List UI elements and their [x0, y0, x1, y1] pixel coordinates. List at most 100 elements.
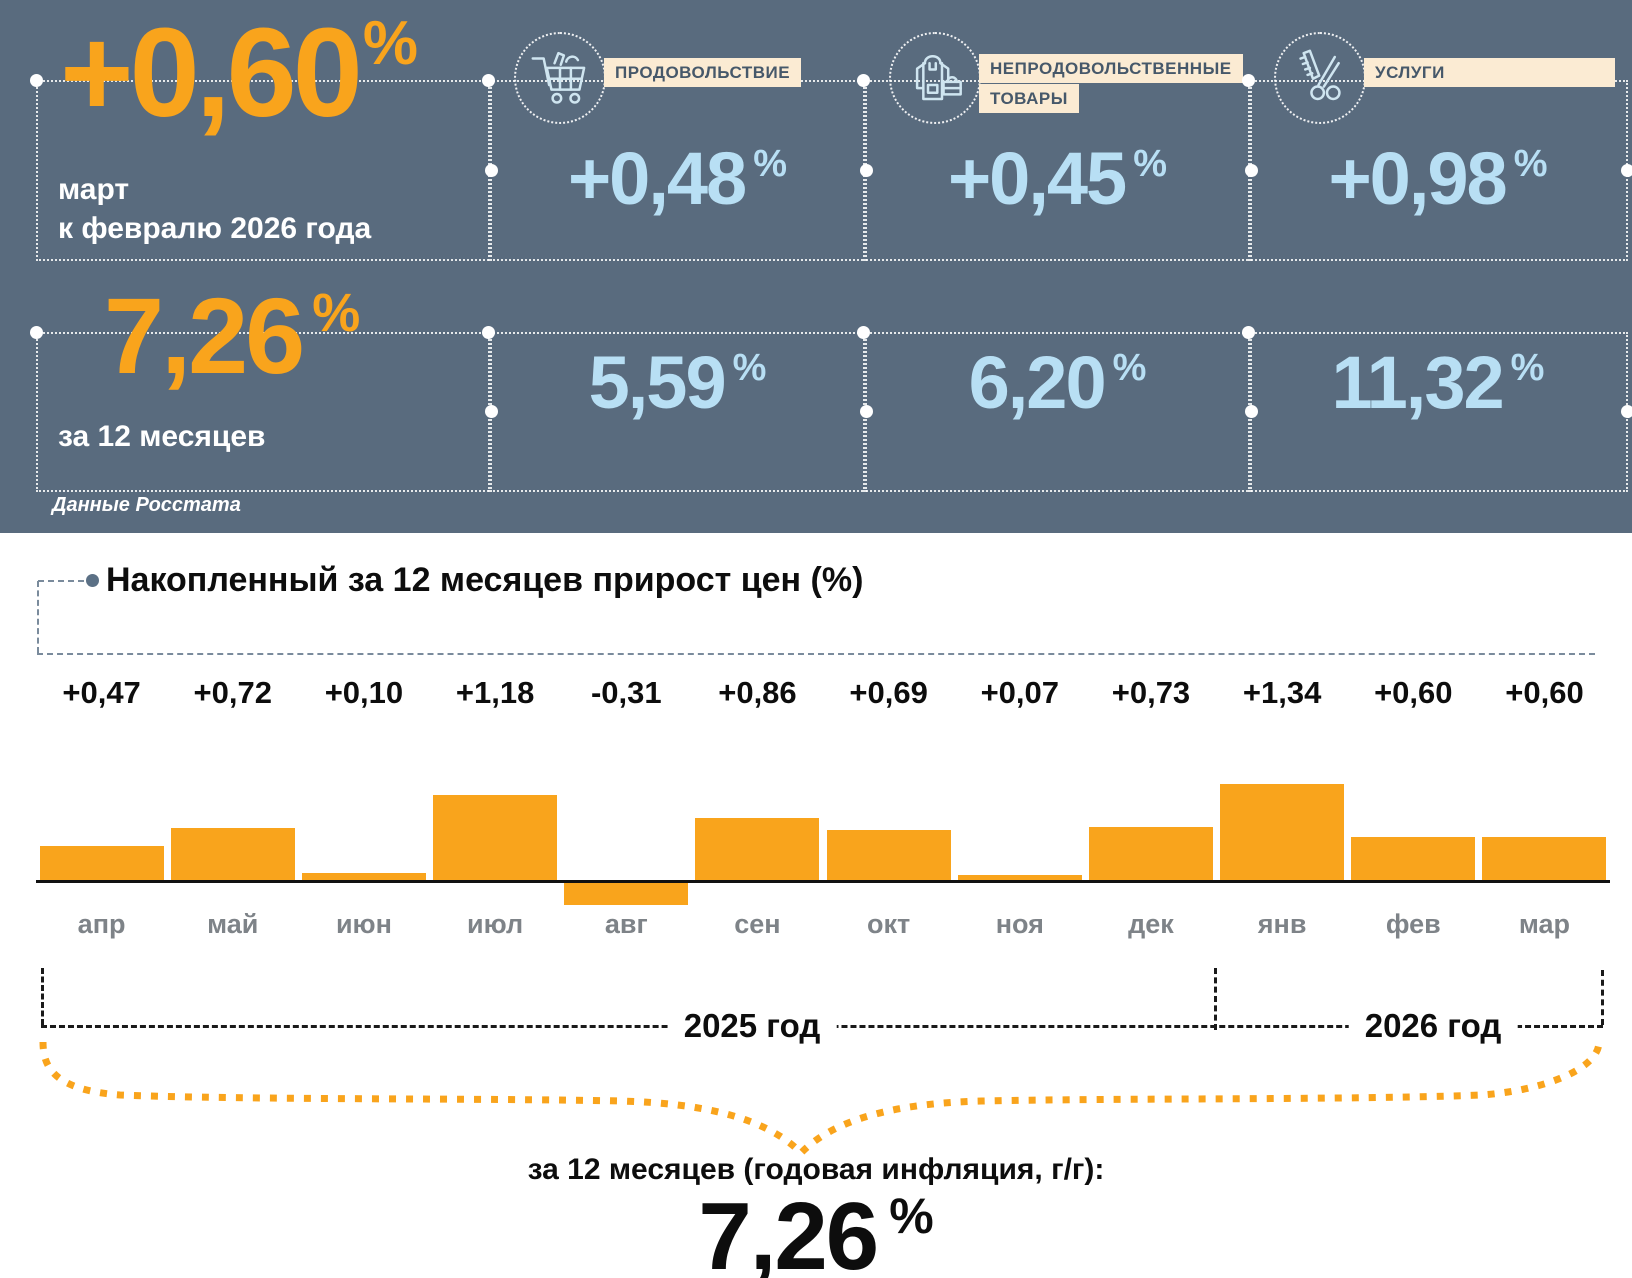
- food-annual-value: 5,59%: [490, 346, 865, 420]
- bar: [1351, 836, 1476, 880]
- bar-slot: [36, 783, 167, 913]
- bar: [1220, 783, 1345, 880]
- corner-dot: [857, 326, 870, 339]
- main-monthly-number: +0,60: [60, 2, 363, 143]
- bracket-vertical-dash: [37, 581, 39, 653]
- main-annual-value: 7,26%: [104, 282, 360, 390]
- data-source-note: Данные Росстата: [52, 494, 241, 516]
- bar-value-labels: +0,47 +0,72 +0,10 +1,18 -0,31 +0,86 +0,69 +0,07…: [36, 675, 1610, 711]
- title-bullet-icon: [86, 574, 99, 587]
- percent-sign: %: [1513, 143, 1548, 185]
- bar-slot: [298, 783, 429, 913]
- nonfood-label: НЕПРОДОВОЛЬСТВЕННЫЕ ТОВАРЫ: [979, 54, 1243, 113]
- percent-sign: %: [753, 143, 788, 185]
- corner-dot: [482, 326, 495, 339]
- month-label: май: [207, 909, 259, 939]
- bar: [826, 830, 951, 880]
- month-labels: апр май июн июл авг сен окт ноя дек янв фев мар: [36, 907, 1610, 941]
- food-monthly-value: +0,48%: [490, 142, 865, 216]
- bar-slot: [1479, 783, 1610, 913]
- period-line1: март: [58, 173, 130, 206]
- month-label: дек: [1128, 909, 1174, 939]
- percent-sign: %: [1112, 347, 1147, 389]
- main-monthly-value: +0,60%: [60, 10, 418, 136]
- percent-sign: %: [889, 1188, 934, 1244]
- services-label: УСЛУГИ: [1364, 58, 1615, 87]
- year-label-2025: 2025 год: [667, 1006, 837, 1046]
- bar-slot: [430, 783, 561, 913]
- month-label: июл: [467, 909, 524, 939]
- year-divider-tick: [1214, 968, 1217, 1030]
- percent-sign: %: [732, 347, 767, 389]
- bar-slot: [1217, 783, 1348, 913]
- corner-dot: [30, 326, 43, 339]
- period-line2: к февралю 2026 года: [58, 212, 372, 245]
- services-label-wrap: УСЛУГИ: [1364, 58, 1615, 88]
- corner-dot: [30, 74, 43, 87]
- food-monthly-card: ПРОДОВОЛЬСТВИЕ +0,48%: [482, 32, 873, 261]
- annual-inflation-value: 7,26%: [0, 1189, 1632, 1278]
- percent-sign: %: [1133, 143, 1168, 185]
- year-bracket-right-tick: [1601, 970, 1604, 1025]
- food-annual-card: 5,59%: [482, 326, 873, 492]
- bar-slot: [1348, 783, 1479, 913]
- bar-slot: [692, 783, 823, 913]
- month-label: фев: [1385, 909, 1441, 939]
- grocery-cart-icon: [514, 32, 606, 124]
- bar-value-label: +0,86: [718, 675, 797, 710]
- nonfood-annual-number: 6,20: [968, 341, 1107, 424]
- bar: [433, 795, 558, 880]
- bar-value-label: +0,10: [324, 675, 404, 710]
- chart-section: Накопленный за 12 месяцев прирост цен (%…: [0, 533, 1632, 1278]
- bar-value-label: +0,60: [1374, 675, 1453, 710]
- services-annual-number: 11,32: [1331, 341, 1505, 424]
- bar: [170, 828, 295, 880]
- bar-value-label: +0,07: [980, 675, 1060, 710]
- bracket-horizontal-dash: [37, 653, 1595, 655]
- bar-value-label: +0,73: [1111, 675, 1191, 710]
- edge-dot: [1621, 163, 1632, 177]
- month-label: авг: [604, 909, 648, 939]
- month-label: янв: [1257, 909, 1307, 939]
- nonfood-monthly-value: +0,45%: [865, 142, 1250, 216]
- bar-slot: [561, 783, 692, 913]
- bar-value-label: +0,47: [62, 675, 141, 710]
- nonfood-monthly-number: +0,45: [947, 137, 1127, 220]
- bar: [564, 883, 689, 906]
- percent-sign: %: [1510, 347, 1545, 389]
- food-annual-number: 5,59: [588, 341, 727, 424]
- bar: [301, 872, 426, 880]
- bar: [1088, 827, 1213, 880]
- nonfood-annual-card: 6,20%: [857, 326, 1258, 492]
- nonfood-monthly-card: НЕПРОДОВОЛЬСТВЕННЫЕ ТОВАРЫ +0,45%: [857, 32, 1258, 261]
- bars: [36, 783, 1610, 913]
- month-label: июн: [335, 909, 392, 939]
- month-label: окт: [867, 909, 911, 939]
- percent-sign: %: [362, 9, 418, 78]
- services-annual-card: 11,32%: [1242, 326, 1632, 492]
- bar-slot: [1085, 783, 1216, 913]
- services-monthly-number: +0,98: [1328, 137, 1507, 220]
- corner-dot: [1242, 74, 1255, 87]
- nonfood-annual-value: 6,20%: [865, 346, 1250, 420]
- bar: [39, 846, 164, 880]
- food-label-wrap: ПРОДОВОЛЬСТВИЕ: [604, 58, 802, 88]
- chart-baseline: [36, 880, 1610, 883]
- year-bracket-left-tick: [41, 968, 44, 1025]
- chart-title: Накопленный за 12 месяцев прирост цен (%…: [106, 561, 864, 599]
- annual-inflation-number: 7,26: [698, 1183, 879, 1278]
- edge-dot: [1621, 405, 1632, 418]
- bar-value-label: +0,69: [849, 675, 928, 710]
- services-monthly-card: УСЛУГИ +0,98%: [1242, 32, 1632, 261]
- bar-value-label: +0,72: [193, 675, 272, 710]
- food-label: ПРОДОВОЛЬСТВИЕ: [604, 58, 802, 87]
- bar: [957, 874, 1082, 880]
- bar-value-label: +1,18: [455, 675, 535, 710]
- services-monthly-value: +0,98%: [1250, 142, 1626, 216]
- month-label: мар: [1518, 909, 1571, 939]
- month-label: сен: [734, 909, 781, 939]
- bar-value-label: -0,31: [590, 675, 662, 710]
- clothes-bag-icon: [889, 32, 981, 124]
- main-monthly-card: +0,60% март к февралю 2026 года: [30, 10, 498, 261]
